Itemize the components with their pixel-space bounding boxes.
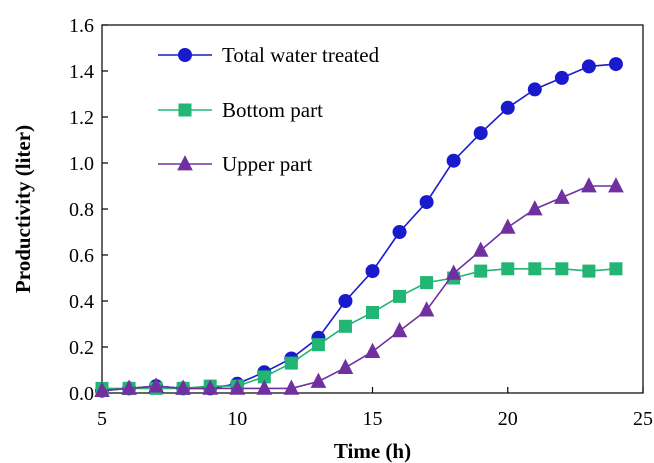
legend: Total water treated Bottom part Upper part xyxy=(158,43,380,176)
data-point xyxy=(94,381,110,398)
data-point xyxy=(338,294,353,308)
y-tick-label: 0.6 xyxy=(69,245,94,267)
data-point xyxy=(473,126,488,141)
x-tick-label: 10 xyxy=(227,408,247,430)
data-point xyxy=(121,379,137,395)
data-point xyxy=(555,262,569,276)
y-tick-label: 0.4 xyxy=(69,291,94,313)
y-tick-label: 1.6 xyxy=(69,15,94,37)
data-point xyxy=(364,342,381,358)
x-tick-label: 20 xyxy=(498,408,518,430)
series-2 xyxy=(94,177,624,398)
legend-label: Total water treated xyxy=(222,43,380,67)
series-1 xyxy=(95,262,623,395)
data-point xyxy=(608,57,623,72)
data-point xyxy=(420,276,434,290)
legend-item: Total water treated xyxy=(158,43,380,67)
legend-marker xyxy=(177,155,193,171)
data-point xyxy=(609,262,623,276)
data-point xyxy=(310,372,327,388)
data-point xyxy=(202,379,219,395)
data-point xyxy=(501,262,515,276)
x-tick-label: 5 xyxy=(97,408,107,430)
y-axis-title: Productivity (liter) xyxy=(11,125,35,293)
data-point xyxy=(608,177,624,193)
data-point xyxy=(393,289,407,303)
data-point xyxy=(391,322,408,338)
data-point xyxy=(175,379,191,395)
data-point xyxy=(527,82,542,97)
series-0 xyxy=(95,57,623,398)
data-point xyxy=(337,358,354,375)
data-point xyxy=(419,195,434,210)
series-line xyxy=(101,185,616,392)
data-point xyxy=(526,200,543,216)
data-point xyxy=(474,264,488,278)
data-point xyxy=(446,153,461,168)
data-point xyxy=(528,262,542,276)
data-point xyxy=(229,379,246,395)
y-tick-label: 1.0 xyxy=(69,153,94,175)
y-tick-label: 0.0 xyxy=(69,383,94,405)
data-point xyxy=(554,70,569,85)
legend-marker xyxy=(178,103,192,117)
data-point xyxy=(256,379,273,395)
data-point xyxy=(472,241,489,257)
data-point xyxy=(283,379,300,395)
data-point xyxy=(581,59,596,74)
y-tick-label: 0.8 xyxy=(69,199,94,221)
legend-label: Bottom part xyxy=(222,98,323,122)
data-point xyxy=(445,264,462,280)
y-tick-label: 1.2 xyxy=(69,107,94,129)
data-point xyxy=(500,100,515,115)
y-axis: 0.0 0.2 0.4 0.6 0.8 1.0 1.2 1.4 1.6 xyxy=(69,15,108,405)
data-point xyxy=(284,356,298,370)
data-point xyxy=(366,306,379,319)
y-tick-label: 0.2 xyxy=(69,337,94,359)
data-point xyxy=(582,264,596,278)
x-axis: 5 10 15 20 25 xyxy=(97,387,653,430)
data-point xyxy=(148,377,164,393)
legend-item: Upper part xyxy=(158,152,313,176)
data-point xyxy=(499,218,516,234)
x-axis-title: Time (h) xyxy=(334,439,411,463)
data-point xyxy=(554,188,570,204)
series-layer xyxy=(94,57,624,398)
data-point xyxy=(392,225,407,239)
x-tick-label: 25 xyxy=(633,408,653,430)
data-point xyxy=(581,177,597,193)
legend-item: Bottom part xyxy=(158,98,323,122)
data-point xyxy=(418,301,435,317)
y-tick-label: 1.4 xyxy=(69,61,94,83)
legend-marker xyxy=(178,48,192,62)
x-tick-label: 15 xyxy=(363,408,383,430)
data-point xyxy=(338,319,352,333)
data-point xyxy=(311,338,325,352)
data-point xyxy=(365,264,380,279)
legend-label: Upper part xyxy=(222,152,313,176)
